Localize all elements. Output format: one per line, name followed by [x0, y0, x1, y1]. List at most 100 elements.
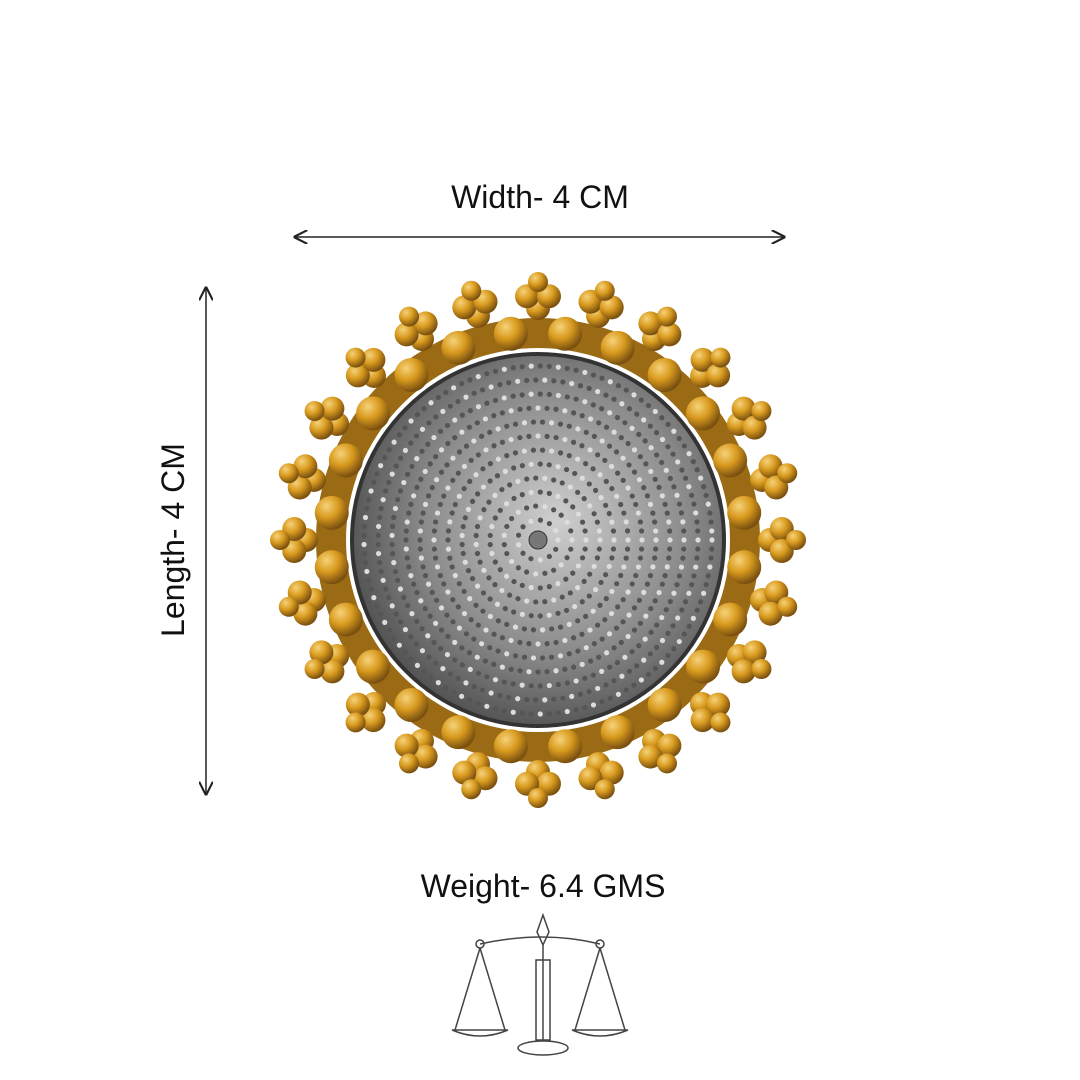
- dot: [519, 492, 525, 498]
- dot: [626, 462, 632, 468]
- bead: [594, 779, 615, 800]
- dot: [431, 546, 437, 552]
- dot: [691, 573, 697, 579]
- dot: [599, 636, 605, 642]
- dot: [435, 394, 441, 400]
- dot: [471, 684, 477, 690]
- dot: [429, 589, 435, 595]
- dot: [507, 482, 513, 488]
- dot: [431, 537, 437, 543]
- dot: [422, 468, 428, 475]
- dot: [608, 463, 615, 470]
- dot: [615, 604, 621, 610]
- bead: [599, 760, 624, 785]
- dot: [382, 619, 388, 625]
- dot: [487, 596, 493, 602]
- dot: [607, 410, 613, 416]
- dot: [492, 515, 498, 521]
- dot: [620, 619, 626, 625]
- dot: [437, 572, 443, 579]
- dot: [491, 661, 497, 667]
- dot: [452, 435, 458, 441]
- dot: [530, 655, 537, 661]
- dot: [408, 501, 414, 507]
- dot: [499, 439, 506, 445]
- bead: [320, 659, 345, 684]
- dot: [570, 439, 577, 445]
- length-label: Length- 4 CM: [155, 443, 191, 637]
- dot: [414, 618, 420, 624]
- bead: [638, 311, 663, 336]
- dot: [701, 484, 707, 490]
- dot: [515, 378, 521, 384]
- dot: [504, 621, 510, 627]
- dot: [652, 665, 658, 672]
- dot: [544, 405, 550, 411]
- dot: [670, 451, 676, 457]
- dot: [708, 555, 714, 561]
- dot: [546, 462, 552, 468]
- dot: [573, 367, 579, 373]
- dot: [614, 659, 621, 666]
- dot: [426, 654, 432, 660]
- dot: [489, 550, 495, 557]
- bead: [394, 357, 429, 392]
- dot: [375, 532, 381, 539]
- dot: [483, 627, 489, 633]
- dot: [636, 597, 643, 603]
- dot: [606, 631, 613, 637]
- dot: [510, 393, 516, 399]
- dot: [603, 424, 610, 430]
- dot: [489, 523, 495, 530]
- bead: [751, 401, 772, 421]
- dot: [467, 596, 473, 602]
- dot: [512, 624, 519, 630]
- dot: [626, 668, 633, 674]
- dot: [441, 581, 447, 587]
- dot: [648, 445, 654, 451]
- dot: [474, 550, 481, 557]
- dot: [625, 537, 631, 543]
- dot: [690, 615, 696, 621]
- dot: [530, 627, 537, 633]
- dot: [596, 528, 602, 534]
- dot: [528, 489, 534, 496]
- dot: [371, 479, 377, 485]
- dot: [666, 555, 672, 561]
- dot: [450, 455, 456, 461]
- dot: [473, 532, 479, 539]
- dot: [598, 579, 604, 586]
- bead: [548, 316, 583, 351]
- dot: [631, 682, 637, 688]
- dot: [689, 492, 695, 498]
- dot: [648, 468, 654, 475]
- dot: [709, 528, 715, 534]
- dot: [467, 377, 473, 383]
- dot: [445, 528, 452, 534]
- dot: [643, 613, 649, 619]
- dot: [427, 613, 433, 619]
- dot: [414, 411, 420, 418]
- dot: [526, 669, 532, 675]
- dot: [647, 573, 654, 579]
- dot: [537, 363, 543, 369]
- dot: [592, 587, 599, 593]
- dot: [575, 426, 581, 432]
- dot: [644, 581, 651, 587]
- dot: [650, 564, 656, 570]
- dot: [653, 537, 659, 543]
- dot: [551, 567, 557, 573]
- dot: [568, 546, 574, 552]
- dot: [619, 673, 625, 679]
- dot: [397, 586, 404, 592]
- dot: [484, 674, 490, 680]
- dot: [680, 555, 686, 561]
- dot: [492, 397, 499, 403]
- dot: [504, 453, 510, 459]
- dot: [434, 564, 441, 570]
- dot: [535, 405, 541, 411]
- dot: [639, 537, 645, 543]
- dot: [465, 568, 472, 574]
- dot: [603, 650, 610, 656]
- dot: [591, 641, 597, 647]
